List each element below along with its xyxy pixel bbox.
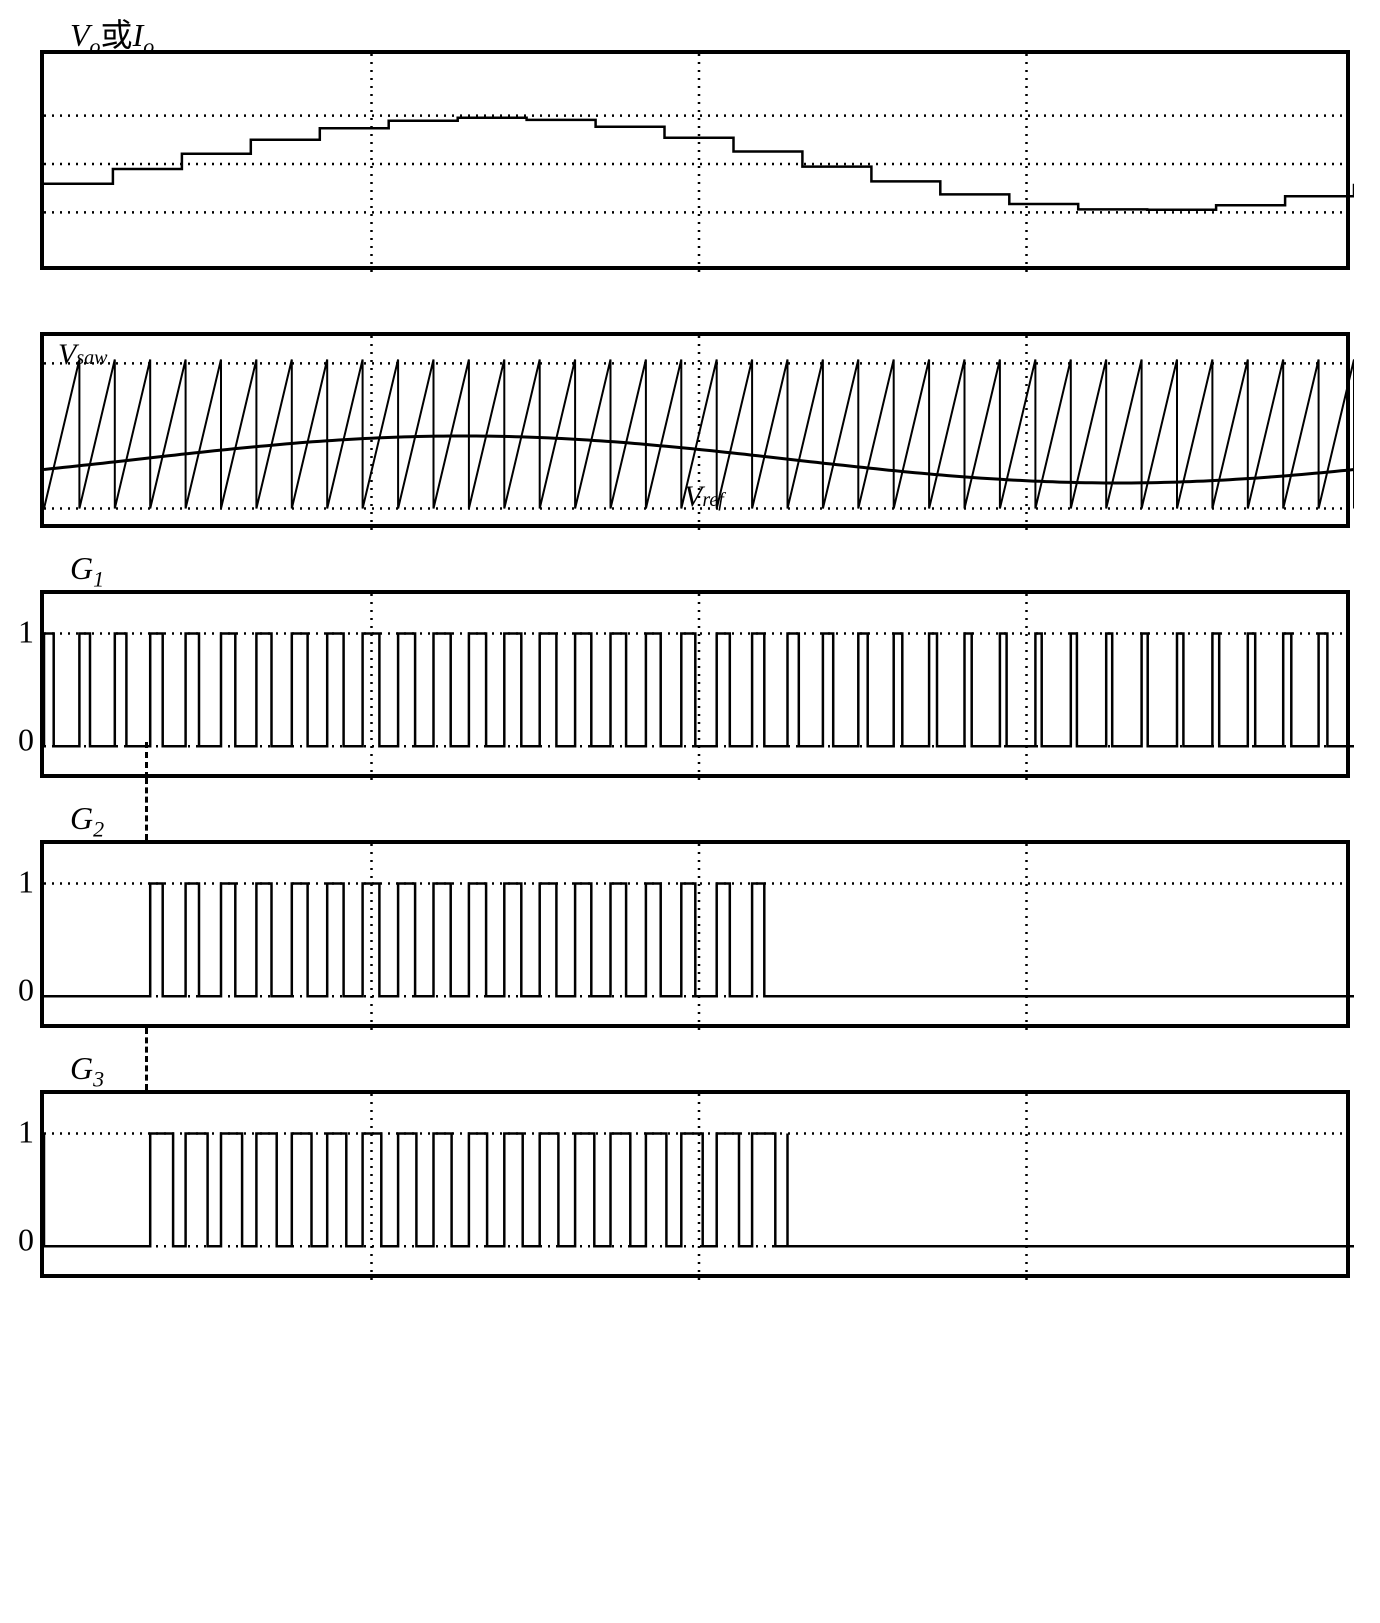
ylabel: 0 [18, 1221, 34, 1258]
ylabel: 0 [18, 971, 34, 1008]
waveform-svg [44, 1094, 1354, 1282]
ylabel: 1 [18, 1113, 34, 1150]
inset-label-ref: Vref [684, 480, 724, 514]
plot-box-G1: 10 [40, 590, 1350, 778]
panel-G2: G210 [40, 800, 1360, 1028]
vertical-dash-connector [145, 1028, 148, 1090]
panel-title-G3: G3 [70, 1050, 1360, 1088]
panel-title-G1: G1 [70, 550, 1360, 588]
panel-title-out: Vo或Io [70, 10, 1360, 48]
plot-box-pwm_ref: Vsaw Vref [40, 332, 1350, 528]
waveform-svg [44, 54, 1354, 274]
inset-label-saw: Vsaw [58, 338, 107, 372]
panel-G1: G110 [40, 550, 1360, 778]
panel-title-G2: G2 [70, 800, 1360, 838]
waveform-svg [44, 594, 1354, 782]
ylabel: 1 [18, 613, 34, 650]
plot-box-G2: 10 [40, 840, 1350, 1028]
vertical-dash-connector [145, 778, 148, 840]
waveform-svg [44, 844, 1354, 1032]
panel-pwm_ref: Vsaw Vref [40, 292, 1360, 528]
panel-G3: G310 [40, 1050, 1360, 1278]
plot-box-G3: 10 [40, 1090, 1350, 1278]
plot-box-out [40, 50, 1350, 270]
panel-out: Vo或Io [40, 10, 1360, 270]
panel-title-pwm_ref [70, 292, 1360, 330]
ylabel: 0 [18, 721, 34, 758]
ylabel: 1 [18, 863, 34, 900]
vertical-dash-connector [145, 742, 148, 778]
